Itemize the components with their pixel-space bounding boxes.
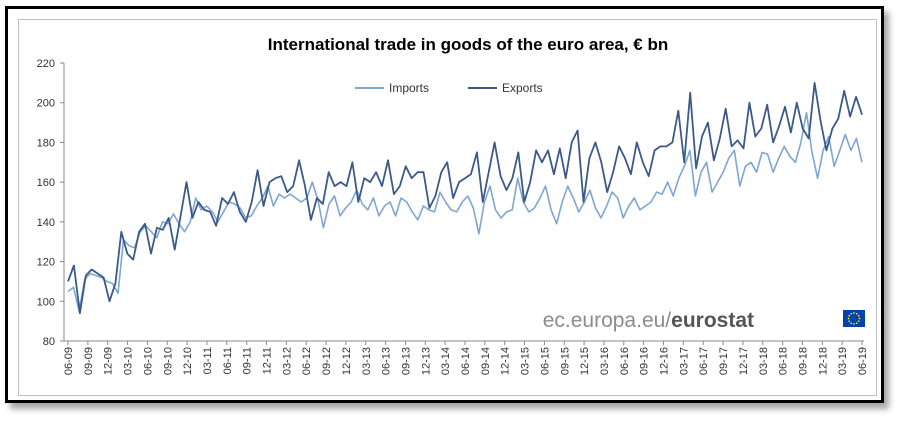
x-tick-label: 12-15 xyxy=(579,347,591,375)
x-tick-label: 12-16 xyxy=(659,347,671,375)
legend-imports-label: Imports xyxy=(389,81,429,95)
x-tick-label: 06-19 xyxy=(857,347,869,375)
x-tick-label: 03-18 xyxy=(758,347,770,375)
x-tick-label: 06-11 xyxy=(222,347,234,374)
x-tick-label: 12-10 xyxy=(182,347,194,375)
y-tick-label: 160 xyxy=(37,177,55,189)
x-tick-label: 09-10 xyxy=(162,347,174,375)
x-tick-label: 09-13 xyxy=(400,347,412,375)
eu-flag-star xyxy=(848,320,851,323)
x-tick-label: 06-12 xyxy=(301,347,313,375)
x-tick-label: 12-18 xyxy=(817,347,829,375)
y-tick-label: 80 xyxy=(43,336,55,348)
chart-frame xyxy=(5,6,884,403)
x-tick-label: 09-15 xyxy=(559,347,571,375)
eu-flag-star xyxy=(858,317,861,320)
eu-flag-star xyxy=(850,312,853,315)
eu-flag-star xyxy=(847,317,850,320)
series-line-exports xyxy=(67,82,863,315)
x-tick-label: 06-16 xyxy=(619,347,631,375)
x-tick-label: 06-13 xyxy=(381,347,393,375)
x-tick-label: 06-09 xyxy=(63,347,75,375)
x-tick-label: 06-14 xyxy=(460,347,472,375)
y-tick-label: 180 xyxy=(37,137,55,149)
x-tick-label: 03-19 xyxy=(837,347,849,375)
x-tick-label: 09-16 xyxy=(639,347,651,375)
x-tick-label: 12-11 xyxy=(262,347,274,374)
x-tick-label: 06-18 xyxy=(778,347,790,375)
x-tick-label: 06-10 xyxy=(142,347,154,375)
eu-flag-star xyxy=(848,314,851,317)
x-tick-label: 12-17 xyxy=(738,347,750,375)
x-tick-label: 03-17 xyxy=(678,347,690,375)
series-layer xyxy=(67,82,863,315)
x-tick-label: 12-14 xyxy=(500,347,512,375)
eu-flag-star xyxy=(853,323,855,325)
eu-flag-star xyxy=(857,320,860,323)
x-axis: 06-09 09-09 12-09 03-10 06-10 09-10 12-10 03-11… xyxy=(63,340,869,375)
x-tick-label: 03-14 xyxy=(440,347,452,375)
series-line-imports xyxy=(67,111,863,313)
x-tick-label: 03-16 xyxy=(599,347,611,375)
x-tick-label: 06-15 xyxy=(539,347,551,375)
watermark-brand: eurostat xyxy=(671,309,754,332)
y-tick-label: 120 xyxy=(37,257,55,269)
chart-panel xyxy=(18,19,877,396)
y-tick-label: 200 xyxy=(37,98,55,110)
y-tick-label: 100 xyxy=(37,296,55,308)
eu-flag-star xyxy=(855,312,858,315)
eu-flag-star xyxy=(857,314,860,317)
watermark-site: ec.europa.eu/ xyxy=(543,309,672,332)
legend-exports-label: Exports xyxy=(502,81,543,95)
x-tick-label: 03-15 xyxy=(520,347,532,375)
x-tick-label: 09-14 xyxy=(480,347,492,375)
y-axis: 80 100 120 140 160 180 200 220 xyxy=(37,58,65,348)
x-tick-label: 09-17 xyxy=(718,347,730,375)
x-tick-label: 03-13 xyxy=(361,347,373,375)
eu-flag-star xyxy=(850,322,853,325)
x-tick-label: 03-10 xyxy=(123,347,135,375)
y-tick-label: 140 xyxy=(37,217,55,229)
x-tick-label: 06-17 xyxy=(698,347,710,375)
legend: Imports Exports xyxy=(355,81,543,95)
chart-title: International trade in goods of the euro… xyxy=(268,35,669,54)
x-tick-label: 09-12 xyxy=(321,347,333,375)
x-tick-label: 09-18 xyxy=(797,347,809,375)
x-tick-label: 09-09 xyxy=(83,347,95,375)
x-tick-label: 12-13 xyxy=(420,347,432,375)
x-tick-label: 12-09 xyxy=(103,347,115,375)
eu-flag-stars xyxy=(847,312,861,325)
eu-flag-icon xyxy=(843,310,865,327)
eu-flag-star xyxy=(853,312,855,314)
x-tick-label: 09-11 xyxy=(242,347,254,374)
y-tick-label: 220 xyxy=(37,58,55,70)
x-tick-label: 03-12 xyxy=(281,347,293,375)
eu-flag-star xyxy=(855,322,858,325)
x-tick-label: 12-12 xyxy=(341,347,353,375)
watermark-text: ec.europa.eu/eurostat xyxy=(543,309,754,332)
x-tick-label: 03-11 xyxy=(202,347,214,374)
eurostat-watermark: ec.europa.eu/eurostat xyxy=(543,309,865,332)
